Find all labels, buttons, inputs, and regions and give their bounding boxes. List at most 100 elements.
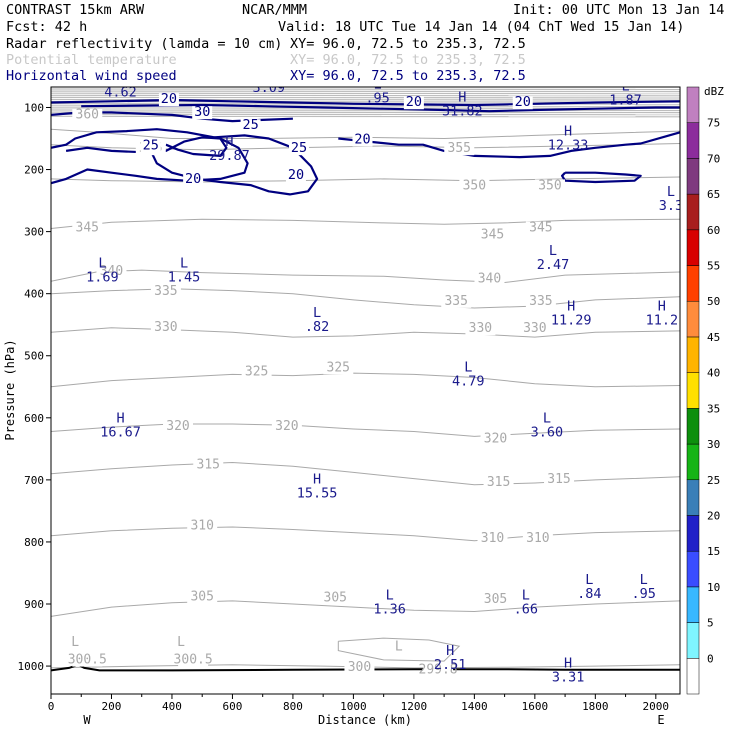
wind-label: 25 [291,140,307,156]
theta-contour-350 [51,176,680,183]
theta-label: 335 [529,294,552,309]
theta-label: 325 [245,365,268,380]
extremum-value: 1.87 [609,92,642,108]
extremum-value: 29.87 [209,148,250,164]
wind-label-bg [192,106,213,120]
y-tick-label: 900 [24,598,44,611]
field-wind-xy: XY= 96.0, 72.5 to 235.3, 72.5 [290,68,526,84]
theta-label-bg [459,179,490,193]
theta-label: 310 [526,531,549,546]
field-reflectivity-name: Radar reflectivity (lamda = 10 cm) [6,36,282,52]
theta-label-bg [525,221,556,235]
theta-label: 310 [190,519,213,534]
theta-label: 320 [484,432,507,447]
theta-label: 330 [154,320,177,335]
upper-theta-line [51,113,680,116]
theta-label: 300.5 [174,653,213,668]
colorbar-swatch [686,372,700,409]
wind-label-bg [240,119,261,133]
y-tick-label: 500 [24,350,44,363]
wind-contour-25 [65,136,228,157]
upper-theta-line [51,92,680,95]
wind-label-bg [158,93,179,107]
wind-contour-20 [51,128,249,185]
theta-contour-360 [51,128,680,140]
y-tick-label: 800 [24,536,44,549]
title-left: CONTRAST 15km ARW [6,2,145,18]
wind-contour-layer [51,98,680,196]
colorbar-swatch [686,550,700,588]
x-tick-label: 2000 [643,700,670,713]
y-tick-label: 700 [24,474,44,487]
theta-label-bg [320,591,351,605]
theta-label-bg [150,320,181,334]
x-tick-label: 800 [283,700,303,713]
colorbar-swatch [686,300,700,338]
colorbar-label: 70 [707,152,720,165]
theta-label-bg [323,361,354,375]
extremum-value: .95 [365,91,389,107]
wind-label: 25 [242,117,258,133]
wind-label-bg [140,139,161,153]
theta-label-bg [72,108,103,122]
extremum-value: 3.60 [531,424,564,440]
theta-label-bg [480,432,511,446]
theta-label-bg [150,284,181,298]
theta-label: 335 [444,294,467,309]
extremum-value: 15.55 [297,485,338,501]
extremum-value: 2.47 [537,257,570,273]
valid-time: Valid: 18 UTC Tue 14 Jan 14 (04 ChT Wed … [278,19,684,35]
colorbar-label: 5 [707,617,714,630]
x-tick-label: 600 [223,700,243,713]
y-tick-label: 400 [24,288,44,301]
theta-contour-345 [51,218,680,229]
theta-label-bg [444,142,475,156]
extremum-letter-H: H [567,299,575,315]
theta-label: 305 [190,589,213,604]
theta-label-bg [178,653,209,667]
theta-label-bg [480,592,511,606]
wind-label: 25 [143,138,159,154]
extremum-value: 4.79 [452,374,485,390]
extremum-letter-H: H [116,410,124,426]
extremum-letter-L: L [585,572,593,588]
colorbar-label: 55 [707,260,720,273]
colorbar-swatch [686,408,700,445]
colorbar-swatch [686,193,700,231]
x-tick-label: 200 [102,700,122,713]
colorbar-swatch [686,586,700,623]
field-wind-name: Horizontal wind speed [6,68,177,84]
theta-label: 350 [538,178,561,193]
wind-label: 30 [194,104,210,120]
theta-label: 340 [478,272,501,287]
extremum-letter-H: H [225,134,233,150]
extremum-letter-L: L [180,255,188,271]
upper-theta-line [51,111,680,114]
theta-label: 325 [327,360,350,375]
wind-label: 20 [354,131,370,147]
theta-label: 345 [481,227,504,242]
theta-label: 299.8 [419,663,458,678]
theta-contour-305 [51,600,680,617]
colorbar-swatch [686,265,700,302]
colorbar-label: 0 [707,652,714,665]
colorbar-label: 40 [707,367,720,380]
theta-label-bg [534,179,565,193]
theta-contour-300 [337,637,461,662]
theta-label: 330 [523,321,546,336]
theta-contour-355 [51,143,680,151]
x-axis-label: Distance (km) [318,713,412,727]
extremum-letter-L: L [265,66,273,82]
extremum-value: 31.82 [442,104,483,120]
colorbar-label: 35 [707,402,720,415]
wind-label-bg [352,133,373,147]
extremum-letter-L: L [621,78,629,94]
x-axis: 0 200 400 600 800 1000 1200 1400 1600 1800 2000 [48,694,669,713]
theta-label: 315 [547,472,570,487]
theta-label-bg [72,653,103,667]
colorbar-swatch [686,658,700,695]
extremum-value: .84 [577,586,601,602]
extremum-value: 3.31 [552,670,585,686]
